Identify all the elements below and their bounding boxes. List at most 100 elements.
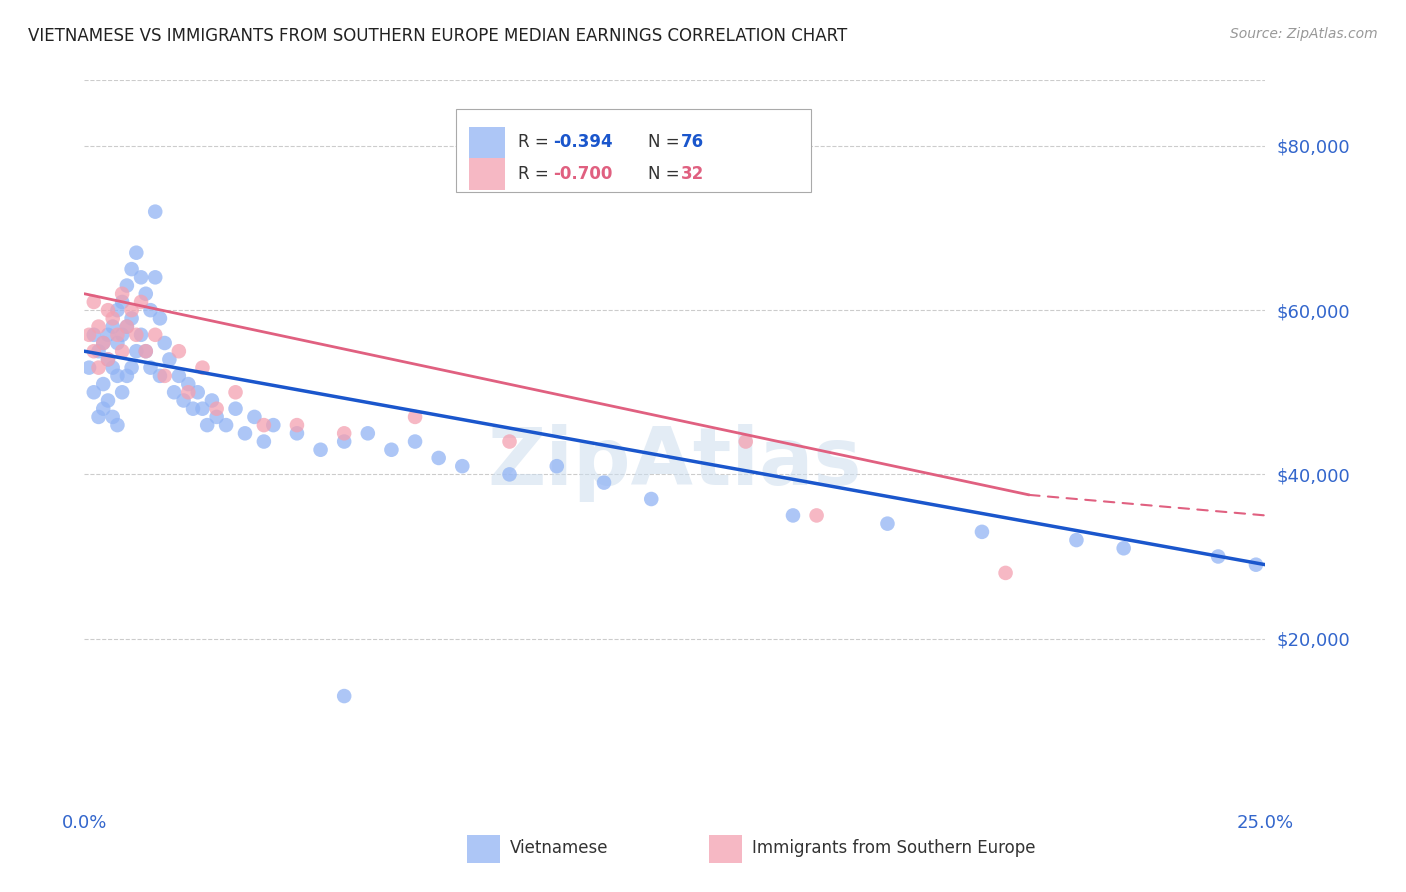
Point — [91, 336, 114, 351]
Point — [115, 278, 138, 293]
Point — [253, 434, 276, 449]
Point — [121, 303, 143, 318]
Point — [333, 426, 356, 441]
Text: Source: ZipAtlas.com: Source: ZipAtlas.com — [1230, 27, 1378, 41]
Point — [135, 344, 157, 359]
Point — [111, 385, 134, 400]
Point — [498, 434, 520, 449]
Point — [97, 327, 120, 342]
Point — [111, 286, 134, 301]
Point — [427, 450, 450, 465]
Point — [1066, 533, 1088, 547]
Point — [97, 393, 120, 408]
Text: ZipAtlas: ZipAtlas — [488, 425, 862, 502]
Point — [233, 426, 256, 441]
Point — [994, 566, 1017, 580]
Point — [107, 368, 129, 383]
Point — [121, 360, 143, 375]
Point — [143, 270, 166, 285]
Point — [111, 295, 134, 310]
Text: -0.394: -0.394 — [553, 134, 613, 152]
Point — [167, 368, 190, 383]
Point — [380, 442, 402, 457]
Point — [498, 467, 520, 482]
Point — [451, 459, 474, 474]
Point — [129, 327, 152, 342]
Point — [101, 311, 124, 326]
Point — [97, 352, 120, 367]
Point — [107, 336, 129, 351]
Point — [91, 336, 114, 351]
Point — [253, 418, 276, 433]
Point — [87, 360, 110, 375]
Text: 76: 76 — [681, 134, 704, 152]
Point — [153, 336, 176, 351]
FancyBboxPatch shape — [470, 127, 505, 158]
FancyBboxPatch shape — [709, 835, 742, 863]
Point — [1244, 558, 1267, 572]
Point — [101, 319, 124, 334]
Point — [195, 418, 218, 433]
Point — [782, 508, 804, 523]
Point — [129, 295, 152, 310]
Point — [285, 418, 308, 433]
Point — [404, 409, 426, 424]
Point — [115, 368, 138, 383]
Point — [1206, 549, 1229, 564]
Point — [139, 360, 162, 375]
Point — [121, 262, 143, 277]
Point — [87, 409, 110, 424]
Point — [77, 327, 100, 342]
Point — [225, 385, 247, 400]
Point — [125, 327, 148, 342]
Point — [177, 377, 200, 392]
Point — [243, 409, 266, 424]
Point — [225, 401, 247, 416]
Point — [143, 204, 166, 219]
Point — [87, 319, 110, 334]
Point — [107, 327, 129, 342]
Point — [734, 434, 756, 449]
Point — [115, 319, 138, 334]
Point — [91, 377, 114, 392]
Point — [593, 475, 616, 490]
Point — [191, 360, 214, 375]
Point — [181, 401, 204, 416]
Point — [177, 385, 200, 400]
Point — [87, 344, 110, 359]
Point — [357, 426, 380, 441]
Text: 32: 32 — [681, 165, 704, 183]
Point — [640, 491, 662, 506]
Point — [970, 524, 993, 539]
Point — [101, 409, 124, 424]
FancyBboxPatch shape — [467, 835, 501, 863]
Point — [1112, 541, 1135, 556]
Point — [143, 327, 166, 342]
Point — [215, 418, 238, 433]
Point — [83, 295, 105, 310]
Point — [149, 311, 172, 326]
Point — [149, 368, 172, 383]
Point — [191, 401, 214, 416]
Point — [107, 418, 129, 433]
Point — [167, 344, 190, 359]
Point — [77, 360, 100, 375]
Point — [111, 327, 134, 342]
Point — [125, 344, 148, 359]
Point — [546, 459, 568, 474]
Text: VIETNAMESE VS IMMIGRANTS FROM SOUTHERN EUROPE MEDIAN EARNINGS CORRELATION CHART: VIETNAMESE VS IMMIGRANTS FROM SOUTHERN E… — [28, 27, 848, 45]
Point — [404, 434, 426, 449]
Point — [97, 352, 120, 367]
Text: Vietnamese: Vietnamese — [509, 838, 607, 856]
Point — [333, 434, 356, 449]
Point — [187, 385, 209, 400]
Text: -0.700: -0.700 — [553, 165, 613, 183]
Text: R =: R = — [517, 165, 554, 183]
Point — [205, 409, 228, 424]
Point — [309, 442, 332, 457]
Point — [83, 344, 105, 359]
Point — [101, 360, 124, 375]
Point — [129, 270, 152, 285]
Point — [262, 418, 284, 433]
Point — [333, 689, 356, 703]
